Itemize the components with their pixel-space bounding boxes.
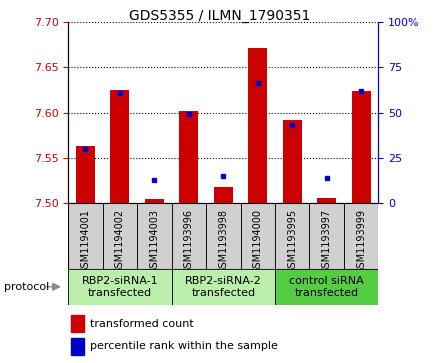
Bar	[309, 203, 344, 269]
Text: GSM1194003: GSM1194003	[149, 208, 159, 273]
Text: GSM1194002: GSM1194002	[115, 208, 125, 274]
Bar	[180, 111, 198, 203]
Text: transformed count: transformed count	[90, 318, 194, 329]
Bar	[352, 91, 370, 203]
Bar	[206, 203, 241, 269]
Text: GSM1193997: GSM1193997	[322, 208, 332, 274]
Text: control siRNA
transfected: control siRNA transfected	[290, 276, 364, 298]
Bar	[137, 203, 172, 269]
Bar	[344, 203, 378, 269]
Bar	[71, 315, 84, 332]
Text: RBP2-siRNA-2
transfected: RBP2-siRNA-2 transfected	[185, 276, 262, 298]
Text: GSM1194000: GSM1194000	[253, 208, 263, 273]
Bar	[172, 269, 275, 305]
Text: GSM1193995: GSM1193995	[287, 208, 297, 274]
Bar	[317, 198, 336, 203]
Text: percentile rank within the sample: percentile rank within the sample	[90, 341, 278, 351]
Bar	[283, 120, 302, 203]
Text: protocol: protocol	[4, 282, 50, 292]
Bar	[68, 269, 172, 305]
Bar	[241, 203, 275, 269]
Bar	[248, 48, 267, 203]
Bar	[275, 203, 309, 269]
Bar	[275, 269, 378, 305]
Text: GSM1193999: GSM1193999	[356, 208, 366, 273]
Bar	[71, 338, 84, 355]
Bar	[172, 203, 206, 269]
Bar	[76, 146, 95, 203]
Bar	[103, 203, 137, 269]
Bar	[145, 199, 164, 203]
Text: GDS5355 / ILMN_1790351: GDS5355 / ILMN_1790351	[129, 9, 311, 23]
Bar	[68, 203, 103, 269]
Text: GSM1193996: GSM1193996	[184, 208, 194, 273]
Text: GSM1194001: GSM1194001	[81, 208, 91, 273]
Text: RBP2-siRNA-1
transfected: RBP2-siRNA-1 transfected	[81, 276, 158, 298]
Text: GSM1193998: GSM1193998	[218, 208, 228, 273]
Bar	[110, 90, 129, 203]
Bar	[214, 187, 233, 203]
